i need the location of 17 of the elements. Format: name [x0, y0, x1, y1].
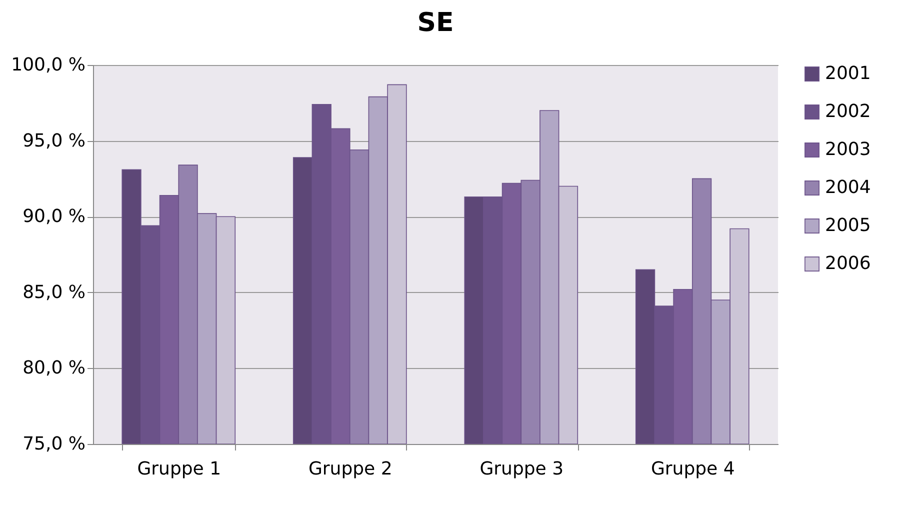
legend-label: 2001: [825, 63, 871, 84]
legend-label: 2002: [825, 101, 871, 122]
legend-label: 2004: [825, 177, 871, 198]
legend-label: 2003: [825, 139, 871, 160]
y-tick-label: 90,0 %: [22, 206, 86, 228]
y-tick-label: 95,0 %: [22, 130, 86, 152]
x-tick-label: Gruppe 1: [137, 458, 222, 480]
y-tick-label: 85,0 %: [22, 282, 86, 303]
x-tick-label: Gruppe 2: [308, 458, 392, 480]
legend-label: 2005: [825, 215, 871, 236]
y-tick-label: 100,0 %: [11, 54, 86, 76]
y-tick-label: 75,0 %: [22, 434, 86, 454]
x-tick-label: Gruppe 4: [650, 458, 735, 480]
chart-title: SE: [417, 8, 454, 38]
legend-label: 2006: [825, 253, 871, 274]
y-tick-label: 80,0 %: [22, 358, 86, 379]
x-tick-label: Gruppe 3: [480, 458, 564, 480]
